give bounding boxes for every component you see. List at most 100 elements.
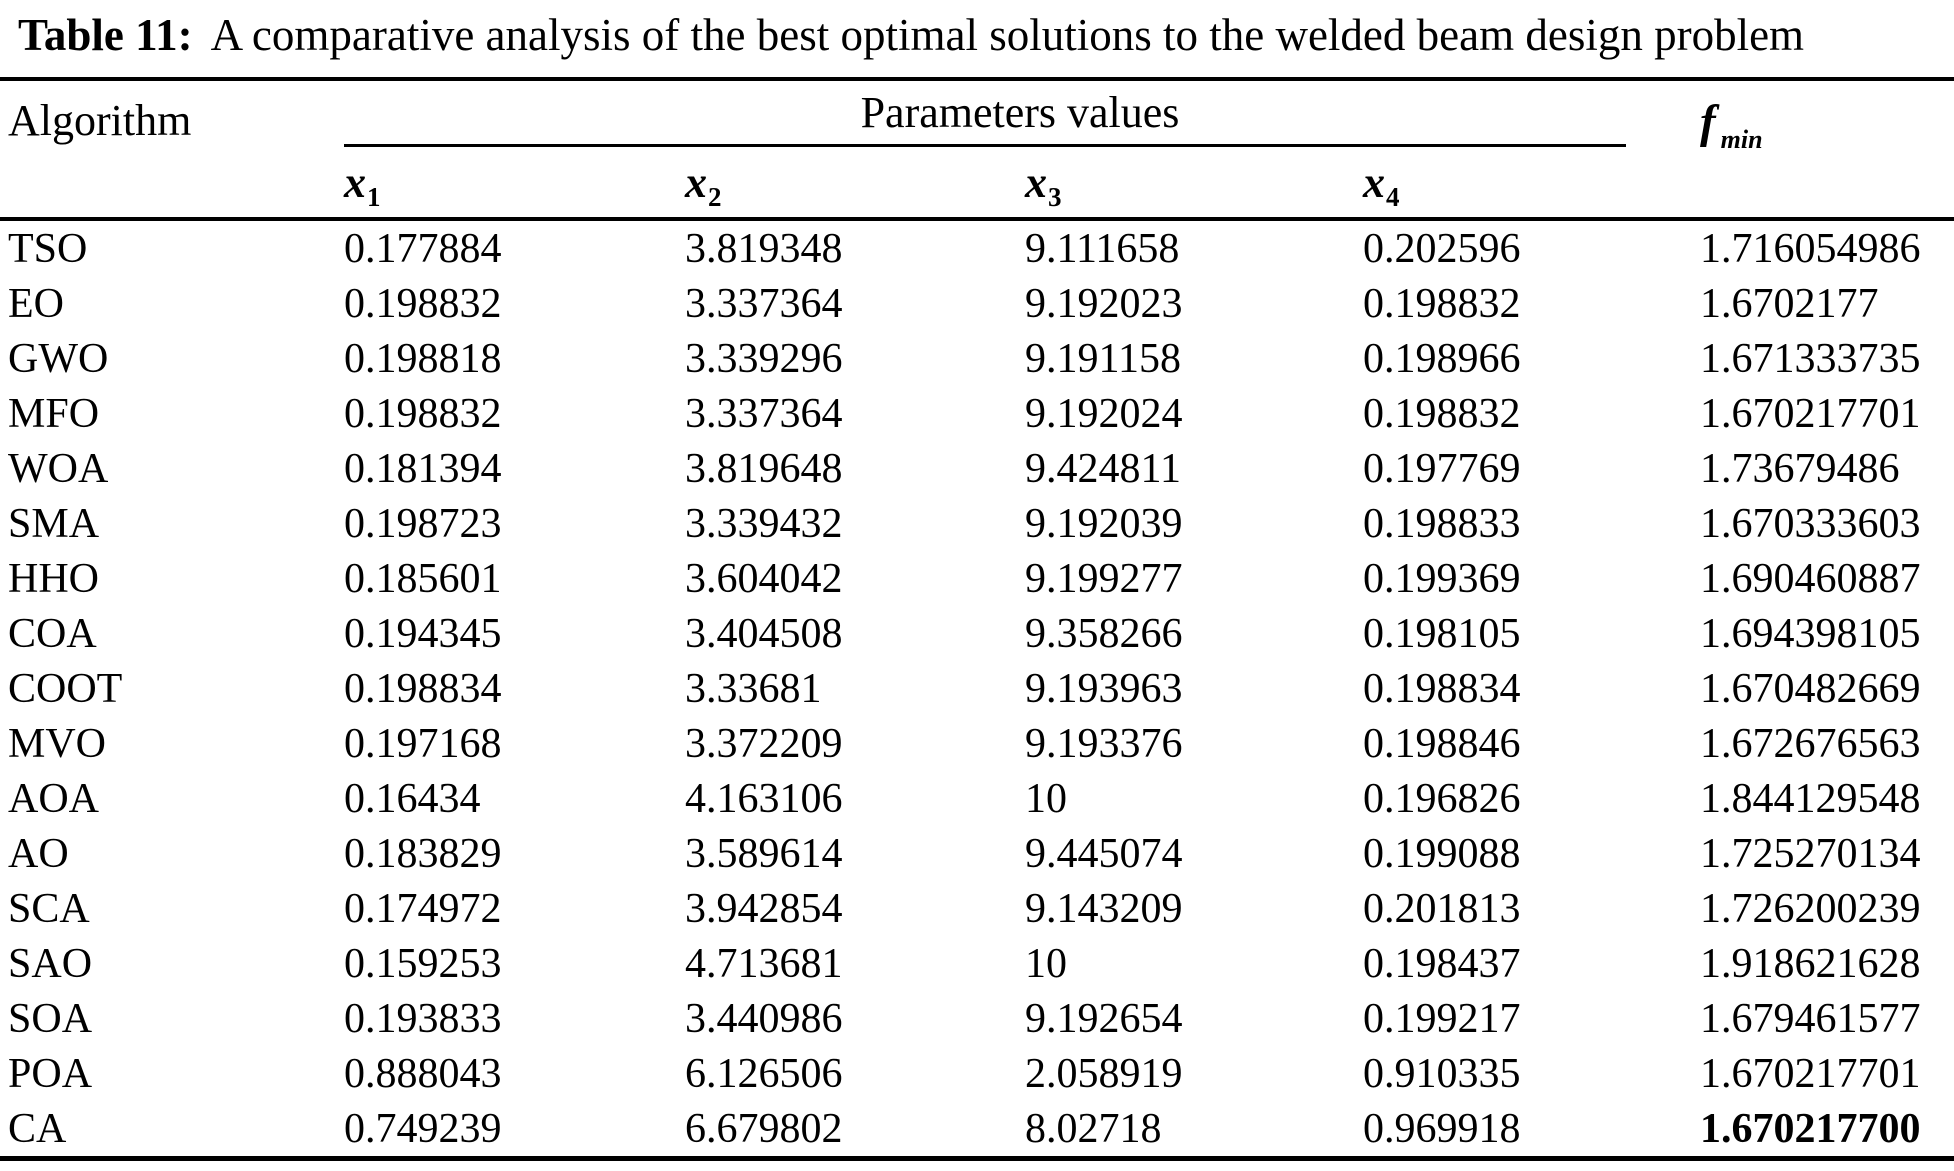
cell-x3: 9.193963 (1025, 665, 1183, 712)
cell-fmin: 1.716054986 (1700, 225, 1921, 272)
cell-x3: 9.192039 (1025, 500, 1183, 547)
cell-algorithm: COOT (8, 665, 123, 712)
cell-x1: 0.174972 (344, 885, 502, 932)
cell-x1: 0.16434 (344, 775, 481, 822)
cell-x2: 3.339296 (685, 335, 843, 382)
cell-x4: 0.196826 (1363, 775, 1521, 822)
table-row: COA 0.194345 3.404508 9.358266 0.198105 … (0, 606, 1954, 661)
fmin-symbol: f (1700, 96, 1716, 148)
cell-fmin: 1.672676563 (1700, 720, 1921, 767)
table-row: COOT 0.198834 3.33681 9.193963 0.198834 … (0, 661, 1954, 716)
cell-x4: 0.197769 (1363, 445, 1521, 492)
cell-fmin: 1.679461577 (1700, 995, 1921, 1042)
cell-x4: 0.198105 (1363, 610, 1521, 657)
cell-algorithm: COA (8, 610, 97, 657)
results-table: Algorithm Parameters values f min x1 x2 x… (0, 77, 1954, 1161)
cell-x1: 0.177884 (344, 225, 502, 272)
cell-fmin: 1.844129548 (1700, 775, 1921, 822)
cell-x4: 0.969918 (1363, 1105, 1521, 1152)
table-row: HHO 0.185601 3.604042 9.199277 0.199369 … (0, 551, 1954, 606)
cell-x3: 9.192654 (1025, 995, 1183, 1042)
cell-fmin: 1.670217700 (1700, 1105, 1921, 1152)
cell-x2: 3.337364 (685, 390, 843, 437)
table-row: AO 0.183829 3.589614 9.445074 0.199088 1… (0, 826, 1954, 881)
cell-x2: 4.713681 (685, 940, 843, 987)
table-row: TSO 0.177884 3.819348 9.111658 0.202596 … (0, 219, 1954, 276)
cell-fmin: 1.726200239 (1700, 885, 1921, 932)
cell-x3: 9.199277 (1025, 555, 1183, 602)
table-row: AOA 0.16434 4.163106 10 0.196826 1.84412… (0, 771, 1954, 826)
table-row: MFO 0.198832 3.337364 9.192024 0.198832 … (0, 386, 1954, 441)
cell-fmin: 1.6702177 (1700, 280, 1879, 327)
cell-x3: 9.191158 (1025, 335, 1181, 382)
cell-algorithm: CA (8, 1105, 67, 1152)
cell-x2: 3.339432 (685, 500, 843, 547)
cell-x3: 10 (1025, 940, 1067, 987)
cell-x3: 9.192023 (1025, 280, 1183, 327)
cell-algorithm: AOA (8, 775, 99, 822)
cell-algorithm: SMA (8, 500, 100, 547)
cell-x1: 0.194345 (344, 610, 502, 657)
header-algorithm: Algorithm (0, 79, 344, 221)
cell-fmin: 1.690460887 (1700, 555, 1921, 602)
table-row: SCA 0.174972 3.942854 9.143209 0.201813 … (0, 881, 1954, 936)
cell-x2: 3.942854 (685, 885, 843, 932)
cell-fmin: 1.670333603 (1700, 500, 1921, 547)
cell-x3: 9.192024 (1025, 390, 1183, 437)
table-row: SAO 0.159253 4.713681 10 0.198437 1.9186… (0, 936, 1954, 991)
cell-x2: 3.372209 (685, 720, 843, 767)
cell-fmin: 1.670217701 (1700, 1050, 1921, 1097)
header-x1: x1 (344, 147, 685, 221)
cell-x4: 0.198846 (1363, 720, 1521, 767)
cell-x4: 0.199088 (1363, 830, 1521, 877)
cell-x1: 0.159253 (344, 940, 502, 987)
cell-x3: 8.02718 (1025, 1105, 1162, 1152)
cell-x2: 6.126506 (685, 1050, 843, 1097)
cell-x4: 0.202596 (1363, 225, 1521, 272)
cell-x2: 3.337364 (685, 280, 843, 327)
header-parameters-group: Parameters values (344, 79, 1700, 147)
cell-algorithm: MFO (8, 390, 100, 437)
cell-algorithm: POA (8, 1050, 93, 1097)
cell-x4: 0.199217 (1363, 995, 1521, 1042)
cell-x3: 9.445074 (1025, 830, 1183, 877)
cell-x1: 0.198834 (344, 665, 502, 712)
cell-algorithm: AO (8, 830, 69, 877)
cell-x3: 9.193376 (1025, 720, 1183, 767)
cell-x2: 3.604042 (685, 555, 843, 602)
cell-fmin: 1.694398105 (1700, 610, 1921, 657)
table-row: MVO 0.197168 3.372209 9.193376 0.198846 … (0, 716, 1954, 771)
cell-x1: 0.183829 (344, 830, 502, 877)
cell-algorithm: MVO (8, 720, 107, 767)
cell-x4: 0.198437 (1363, 940, 1521, 987)
cell-x3: 9.358266 (1025, 610, 1183, 657)
cell-x4: 0.198832 (1363, 390, 1521, 437)
table-row: WOA 0.181394 3.819648 9.424811 0.197769 … (0, 441, 1954, 496)
cell-x4: 0.198966 (1363, 335, 1521, 382)
header-row-1: Algorithm Parameters values f min (0, 79, 1954, 221)
table-row: SOA 0.193833 3.440986 9.192654 0.199217 … (0, 991, 1954, 1046)
cell-fmin: 1.918621628 (1700, 940, 1921, 987)
cell-fmin: 1.725270134 (1700, 830, 1921, 877)
table-row: GWO 0.198818 3.339296 9.191158 0.198966 … (0, 331, 1954, 386)
cell-algorithm: SAO (8, 940, 93, 987)
cell-x3: 9.424811 (1025, 445, 1181, 492)
cell-x3: 9.111658 (1025, 225, 1180, 272)
cell-x1: 0.198832 (344, 390, 502, 437)
header-fmin: f min (1700, 79, 1954, 221)
cell-x2: 4.163106 (685, 775, 843, 822)
table-caption-label: Table 11: (18, 10, 193, 60)
table-row: EO 0.198832 3.337364 9.192023 0.198832 1… (0, 276, 1954, 331)
fmin-subscript: min (1720, 125, 1763, 154)
cell-x1: 0.198832 (344, 280, 502, 327)
header-x2: x2 (685, 147, 1025, 221)
cell-algorithm: WOA (8, 445, 109, 492)
header-parameters-label: Parameters values (344, 81, 1626, 147)
header-row-2: x1 x2 x3 x4 (0, 147, 1954, 221)
cell-x1: 0.197168 (344, 720, 502, 767)
table-row: SMA 0.198723 3.339432 9.192039 0.198833 … (0, 496, 1954, 551)
cell-x2: 3.404508 (685, 610, 843, 657)
table-caption: Table 11: A comparative analysis of the b… (0, 0, 1954, 62)
cell-algorithm: TSO (8, 225, 88, 272)
cell-algorithm: GWO (8, 335, 109, 382)
